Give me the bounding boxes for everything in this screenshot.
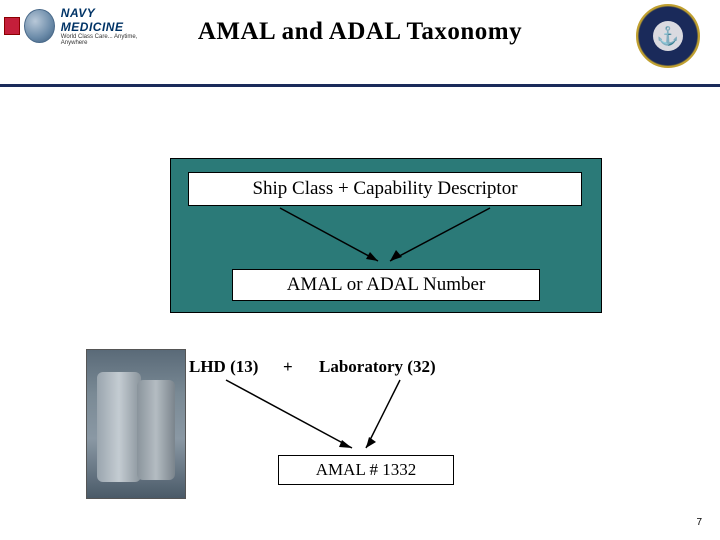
result-text: AMAL or ADAL Number — [287, 274, 486, 296]
page-number: 7 — [696, 517, 702, 528]
example-plus: + — [283, 357, 293, 377]
anchor-icon: ⚓ — [657, 26, 679, 47]
formula-box: Ship Class + Capability Descriptor — [188, 172, 582, 206]
result-box: AMAL or ADAL Number — [232, 269, 540, 301]
navy-seal-icon: ⚓ — [636, 4, 700, 68]
header: NAVY MEDICINE World Class Care... Anytim… — [0, 0, 720, 72]
arrow-right-icon — [380, 206, 500, 271]
red-square-icon — [4, 17, 20, 35]
example-lab: Laboratory (32) — [319, 357, 436, 377]
example-result-text: AMAL # 1332 — [316, 460, 416, 480]
navy-medicine-text: NAVY MEDICINE World Class Care... Anytim… — [61, 6, 154, 46]
formula-text: Ship Class + Capability Descriptor — [252, 178, 517, 200]
example-result-box: AMAL # 1332 — [278, 455, 454, 485]
lab-photo — [86, 349, 186, 499]
globe-icon — [24, 9, 55, 43]
arrow-example-left-icon — [222, 378, 372, 458]
header-rule — [0, 84, 720, 87]
navy-medicine-logo: NAVY MEDICINE World Class Care... Anytim… — [4, 6, 154, 46]
example-lhd: LHD (13) — [189, 357, 258, 377]
logo-line1: NAVY MEDICINE — [61, 6, 154, 34]
arrow-example-right-icon — [360, 378, 430, 458]
logo-line2: World Class Care... Anytime, Anywhere — [61, 34, 154, 46]
